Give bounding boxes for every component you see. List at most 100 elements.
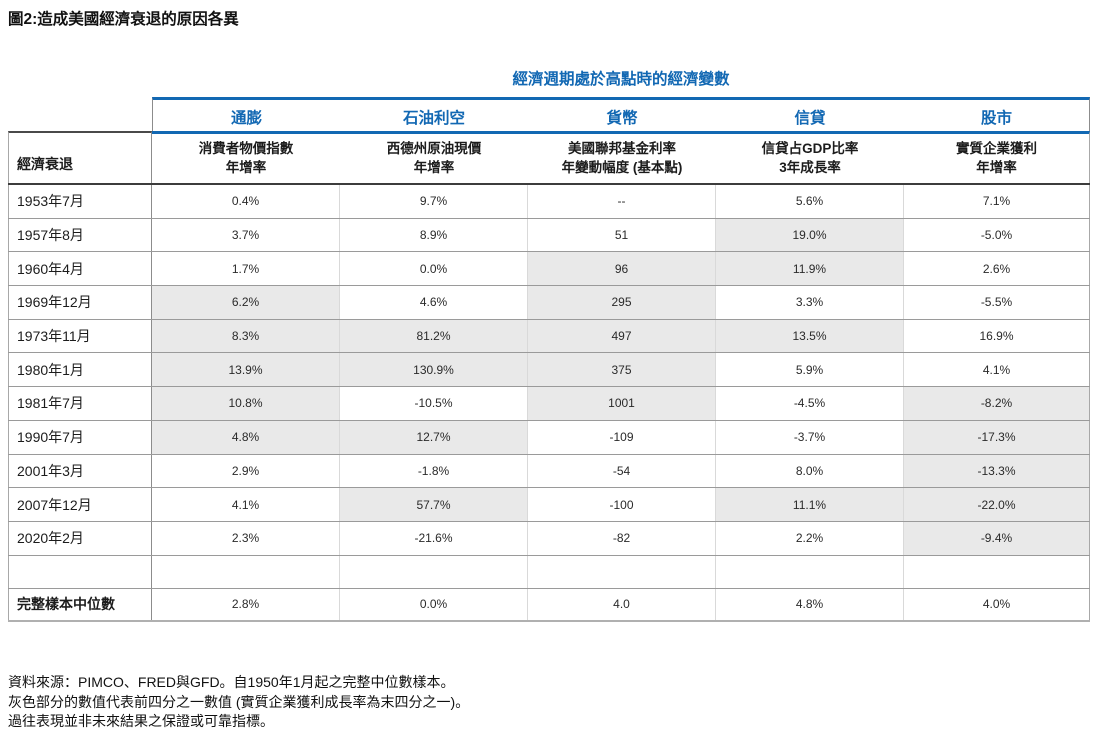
subheader-line2: 年增率 bbox=[413, 159, 455, 175]
table-row: 1990年7月 4.8% 12.7% -109 -3.7% -17.3% bbox=[8, 420, 1090, 455]
cell: 12.7% bbox=[340, 420, 528, 454]
table-row: 完整樣本中位數 2.8% 0.0% 4.0 4.8% 4.0% bbox=[8, 588, 1090, 622]
group-header-row: 通膨 石油利空 貨幣 信貸 股市 bbox=[8, 97, 1090, 131]
table-row: 1980年1月 13.9% 130.9% 375 5.9% 4.1% bbox=[8, 353, 1090, 388]
cell: 4.8% bbox=[152, 420, 340, 454]
subheader-line2: 年增率 bbox=[976, 159, 1017, 175]
table-row bbox=[8, 555, 1090, 589]
table-header-title: 經濟週期處於高點時的經濟變數 bbox=[512, 71, 730, 88]
table-row: 2007年12月 4.1% 57.7% -100 11.1% -22.0% bbox=[8, 488, 1090, 522]
subheader-line1: 美國聯邦基金利率 bbox=[568, 141, 676, 157]
cell bbox=[904, 555, 1090, 588]
cell bbox=[152, 555, 340, 588]
cell: -17.3% bbox=[904, 420, 1090, 454]
cell: 1001 bbox=[528, 387, 716, 420]
cell: 11.1% bbox=[716, 488, 904, 521]
footnote-disclaimer: 過往表現並非未來結果之保證或可靠指標。 bbox=[8, 713, 274, 729]
cell: 3.3% bbox=[716, 286, 904, 319]
cell: 9.7% bbox=[340, 185, 528, 218]
row-label: 1957年8月 bbox=[8, 218, 152, 252]
cell: 3.7% bbox=[152, 218, 340, 252]
cell: 51 bbox=[528, 218, 716, 252]
cell: 295 bbox=[528, 286, 716, 319]
figure-title: 圖2:造成美國經濟衰退的原因各異 bbox=[8, 11, 239, 28]
cell: 4.1% bbox=[152, 488, 340, 521]
cell: 5.6% bbox=[716, 185, 904, 218]
cell: 81.2% bbox=[340, 319, 528, 353]
cell: -- bbox=[528, 185, 716, 218]
cell: -100 bbox=[528, 488, 716, 521]
cell: -21.6% bbox=[340, 521, 528, 555]
cell: 0.0% bbox=[340, 588, 528, 620]
subheader-line1: 實質企業獲利 bbox=[956, 141, 1037, 157]
group-header-4: 信貸 bbox=[716, 97, 904, 131]
row-label: 1981年7月 bbox=[8, 387, 152, 420]
cell bbox=[528, 555, 716, 588]
row-label-header: 經濟衰退 bbox=[8, 131, 152, 183]
cell: 4.0 bbox=[528, 588, 716, 620]
cell: 5.9% bbox=[716, 353, 904, 387]
cell: -5.5% bbox=[904, 286, 1090, 319]
row-label: 1960年4月 bbox=[8, 252, 152, 286]
table-row: 1969年12月 6.2% 4.6% 295 3.3% -5.5% bbox=[8, 286, 1090, 320]
subheader-4: 信貸占GDP比率 3年成長率 bbox=[716, 131, 904, 183]
group-row-spacer bbox=[8, 97, 152, 131]
cell: 2.9% bbox=[152, 454, 340, 488]
empty-row-label bbox=[8, 555, 152, 588]
recession-variables-table: 通膨 石油利空 貨幣 信貸 股市 經濟衰退 消費者物價指數 年增率 西德州原油現價 年增率 美國聯… bbox=[8, 97, 1090, 622]
cell: 4.6% bbox=[340, 286, 528, 319]
cell: 130.9% bbox=[340, 353, 528, 387]
footnote-gray-legend: 灰色部分的數值代表前四分之一數值 (實質企業獲利成長率為末四分之一)。 bbox=[8, 693, 470, 710]
cell: 2.6% bbox=[904, 252, 1090, 286]
table-row: 1960年4月 1.7% 0.0% 96 11.9% 2.6% bbox=[8, 252, 1090, 287]
table-row: 1973年11月 8.3% 81.2% 497 13.5% 16.9% bbox=[8, 319, 1090, 354]
row-label: 2007年12月 bbox=[8, 488, 152, 521]
cell: 8.3% bbox=[152, 319, 340, 353]
group-header-3: 貨幣 bbox=[528, 97, 716, 131]
group-header-2: 石油利空 bbox=[340, 97, 528, 131]
cell: 2.3% bbox=[152, 521, 340, 555]
cell: -3.7% bbox=[716, 420, 904, 454]
subheader-line1: 西德州原油現價 bbox=[386, 141, 482, 157]
cell: 375 bbox=[528, 353, 716, 387]
subheader-line1: 消費者物價指數 bbox=[198, 141, 294, 157]
cell: 6.2% bbox=[152, 286, 340, 319]
group-header-1: 通膨 bbox=[152, 97, 340, 131]
table-row: 2001年3月 2.9% -1.8% -54 8.0% -13.3% bbox=[8, 454, 1090, 489]
subheader-line1: 信貸占GDP比率 bbox=[761, 141, 859, 157]
cell: 13.5% bbox=[716, 319, 904, 353]
row-label: 1953年7月 bbox=[8, 185, 152, 218]
cell bbox=[340, 555, 528, 588]
cell bbox=[716, 555, 904, 588]
cell: 7.1% bbox=[904, 185, 1090, 218]
cell: -5.0% bbox=[904, 218, 1090, 252]
table-row: 1957年8月 3.7% 8.9% 51 19.0% -5.0% bbox=[8, 218, 1090, 253]
row-label: 1973年11月 bbox=[8, 319, 152, 353]
cell: 96 bbox=[528, 252, 716, 286]
cell: -22.0% bbox=[904, 488, 1090, 521]
table-row: 1953年7月 0.4% 9.7% -- 5.6% 7.1% bbox=[8, 185, 1090, 219]
row-label: 2001年3月 bbox=[8, 454, 152, 488]
subheader-line2: 3年成長率 bbox=[779, 159, 841, 175]
cell: 8.9% bbox=[340, 218, 528, 252]
cell: 0.0% bbox=[340, 252, 528, 286]
row-label: 1980年1月 bbox=[8, 353, 152, 387]
cell: 57.7% bbox=[340, 488, 528, 521]
table-row: 2020年2月 2.3% -21.6% -82 2.2% -9.4% bbox=[8, 521, 1090, 556]
cell: 16.9% bbox=[904, 319, 1090, 353]
cell: -10.5% bbox=[340, 387, 528, 420]
cell: 1.7% bbox=[152, 252, 340, 286]
cell: 2.2% bbox=[716, 521, 904, 555]
cell: 8.0% bbox=[716, 454, 904, 488]
cell: -4.5% bbox=[716, 387, 904, 420]
subheader-line2: 年變動幅度 (基本點) bbox=[561, 159, 683, 175]
subheader-line2: 年增率 bbox=[225, 159, 267, 175]
footnote-source: 資料來源：PIMCO、FRED與GFD。自1950年1月起之完整中位數樣本。 bbox=[8, 674, 455, 690]
row-label: 2020年2月 bbox=[8, 521, 152, 555]
cell: -82 bbox=[528, 521, 716, 555]
subheader-1: 消費者物價指數 年增率 bbox=[152, 131, 340, 183]
table-body: 1953年7月 0.4% 9.7% -- 5.6% 7.1% 1957年8月 3.7% 8.9%… bbox=[8, 185, 1090, 622]
median-row-label: 完整樣本中位數 bbox=[8, 588, 152, 620]
cell: 13.9% bbox=[152, 353, 340, 387]
